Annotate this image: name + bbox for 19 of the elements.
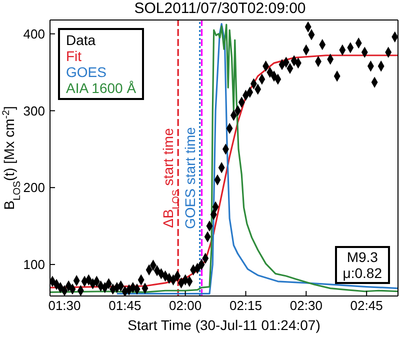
text: GOES	[66, 64, 108, 80]
x-tick-label: 02:15	[229, 298, 262, 314]
text: Fit	[66, 48, 83, 64]
x-tick-label: 02:00	[169, 298, 202, 314]
x-tick-label: 02:30	[290, 298, 322, 314]
x-axis-title: Start Time (30-Jul-11 01:24:07)	[128, 317, 320, 333]
y-tick-label: 400	[23, 26, 45, 42]
y-tick-label: 300	[23, 103, 45, 118]
x-tick-label: 02:45	[350, 298, 383, 314]
annotation: M9.3	[346, 249, 379, 265]
y-tick-label: 200	[23, 180, 45, 196]
chart-title: SOL2011/07/30T02:09:00	[133, 0, 307, 18]
ref-line-label: GOES start time	[182, 126, 198, 229]
text: Data	[66, 32, 97, 48]
x-tick-label: 01:30	[48, 298, 81, 314]
text: AIA 1600 Å	[66, 80, 136, 96]
y-tick-label: 100	[23, 257, 45, 272]
x-tick-label: 01:45	[108, 298, 142, 314]
annotation: μ:0.82	[342, 265, 382, 281]
